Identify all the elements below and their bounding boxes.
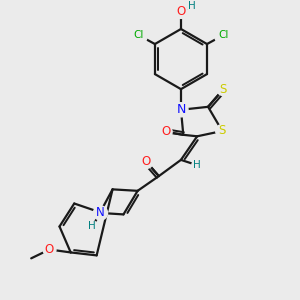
Circle shape — [174, 103, 188, 117]
Circle shape — [217, 83, 230, 96]
Text: H: H — [193, 160, 201, 170]
Circle shape — [130, 26, 148, 44]
Circle shape — [216, 124, 229, 137]
Circle shape — [93, 206, 108, 220]
Circle shape — [87, 221, 98, 232]
Text: S: S — [220, 82, 227, 96]
Text: O: O — [161, 125, 170, 138]
Text: S: S — [218, 124, 226, 137]
Circle shape — [214, 26, 232, 44]
Circle shape — [192, 160, 202, 170]
Text: O: O — [45, 243, 54, 256]
Text: H: H — [188, 1, 196, 11]
Text: Cl: Cl — [218, 30, 228, 40]
Circle shape — [159, 125, 172, 138]
Circle shape — [43, 243, 56, 256]
Text: O: O — [176, 5, 186, 18]
Circle shape — [175, 5, 188, 18]
Text: N: N — [96, 206, 105, 219]
Text: O: O — [142, 155, 151, 168]
Circle shape — [140, 155, 153, 168]
Text: H: H — [88, 221, 96, 231]
Circle shape — [187, 1, 197, 11]
Text: Cl: Cl — [134, 30, 144, 40]
Text: N: N — [176, 103, 186, 116]
